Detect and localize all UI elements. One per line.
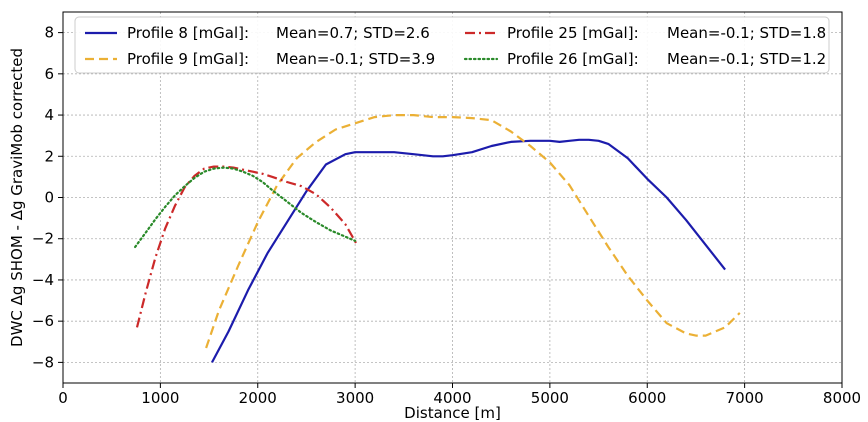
y-tick-label: 8	[44, 24, 54, 42]
x-tick-label: 6000	[628, 389, 666, 407]
x-tick-label: 2000	[239, 389, 277, 407]
series-line-profile-1	[211, 138, 726, 363]
y-axis-label: DWC Δg SHOM - Δg GraviMob corrected	[8, 48, 26, 347]
legend-box	[74, 16, 830, 74]
y-tick-label: −2	[32, 230, 54, 248]
series-lines	[134, 114, 741, 363]
y-tick-label: 6	[44, 65, 54, 83]
y-tick-label: 0	[44, 189, 54, 207]
x-tick-label: 0	[58, 389, 68, 407]
legend-series-stats: Mean=-0.1; STD=1.2	[667, 50, 826, 68]
legend: Profile 8 [mGal]: Mean=0.7; STD=2.6 Profil…	[74, 16, 830, 74]
series-line-profile-3	[135, 165, 359, 328]
series-line-profile-4	[134, 166, 357, 249]
series-line-profile-2	[205, 114, 741, 349]
x-tick-label: 1000	[141, 389, 179, 407]
legend-series-stats: Mean=-0.1; STD=3.9	[276, 50, 435, 68]
legend-series-name: Profile 8 [mGal]:	[127, 24, 249, 42]
x-tick-label: 3000	[336, 389, 374, 407]
x-axis-label: Distance [m]	[404, 404, 501, 422]
x-tick-label: 4000	[433, 389, 471, 407]
x-tick-label: 8000	[823, 389, 861, 407]
y-tick-label: 2	[44, 147, 54, 165]
y-tick-label: −6	[32, 312, 54, 330]
y-tick-label: −8	[32, 353, 54, 371]
legend-series-stats: Mean=0.7; STD=2.6	[276, 24, 430, 42]
legend-series-name: Profile 26 [mGal]:	[507, 50, 639, 68]
y-tick-label: 4	[44, 106, 54, 124]
ticks: 0 1000 2000 3000 4000 5000 6000 7000 8000 −8 −6 −4 −…	[32, 24, 861, 407]
x-tick-label: 7000	[726, 389, 764, 407]
legend-series-name: Profile 9 [mGal]:	[127, 50, 249, 68]
legend-series-stats: Mean=-0.1; STD=1.8	[667, 24, 826, 42]
x-tick-label: 5000	[531, 389, 569, 407]
legend-series-name: Profile 25 [mGal]:	[507, 24, 639, 42]
y-tick-label: −4	[32, 271, 54, 289]
